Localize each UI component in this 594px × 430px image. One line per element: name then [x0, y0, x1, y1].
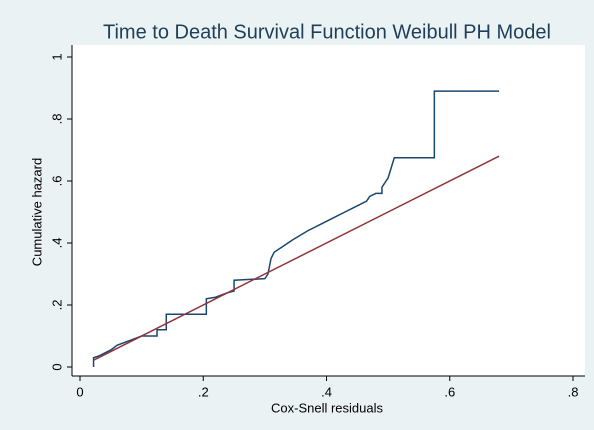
plot-area [72, 45, 585, 376]
x-tick-label: 0 [76, 384, 83, 399]
y-tick-label: .6 [49, 176, 64, 187]
y-tick-label: 1 [49, 53, 64, 60]
y-tick-label: 0 [49, 363, 64, 370]
x-tick-label: .6 [444, 384, 455, 399]
chart-title: Time to Death Survival Function Weibull … [103, 21, 551, 43]
y-tick-label: .4 [49, 238, 64, 249]
y-tick-label: .8 [49, 114, 64, 125]
y-axis-label: Cumulative hazard [29, 158, 44, 266]
series-line [93, 155, 500, 361]
x-axis-label: Cox-Snell residuals [271, 400, 383, 415]
x-tick-label: .2 [198, 384, 209, 399]
y-tick-label: .2 [49, 300, 64, 311]
series-line [92, 90, 500, 367]
x-tick-label: .8 [568, 384, 579, 399]
x-tick-label: .4 [321, 384, 332, 399]
